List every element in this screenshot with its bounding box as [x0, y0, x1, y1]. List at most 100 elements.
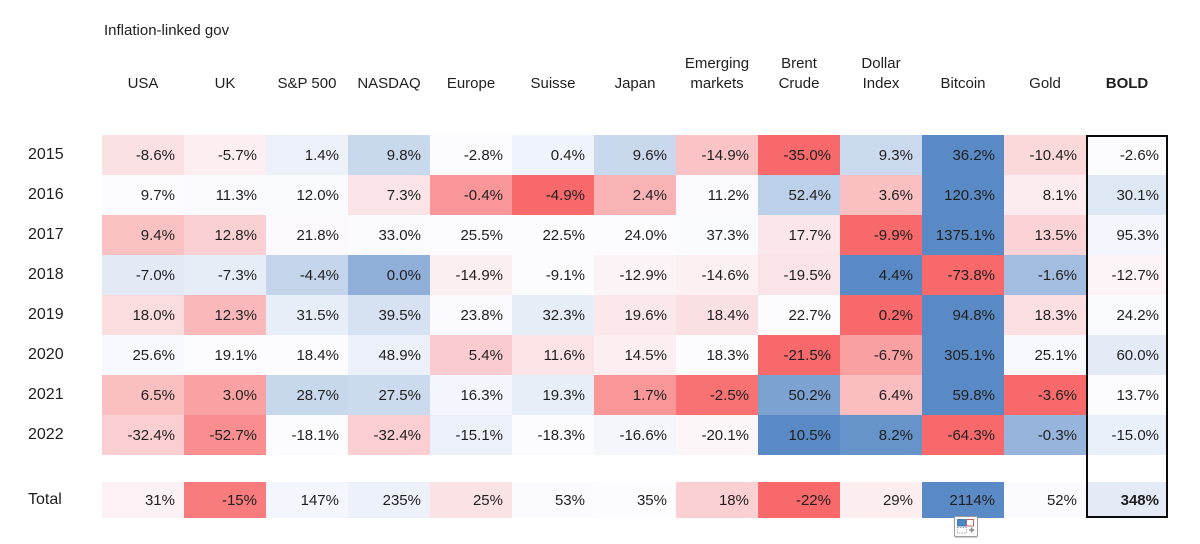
- cell-2017-emerging-markets[interactable]: 37.3%: [676, 215, 758, 255]
- col-header-europe[interactable]: Europe: [446, 74, 496, 92]
- cell-2017-gold[interactable]: 13.5%: [1004, 215, 1086, 255]
- cell-2021-bitcoin[interactable]: 59.8%: [922, 375, 1004, 415]
- cell-2022-europe[interactable]: -15.1%: [430, 415, 512, 455]
- row-label-2018[interactable]: 2018: [0, 255, 102, 295]
- cell-2020-nasdaq[interactable]: 48.9%: [348, 335, 430, 375]
- cell-2015-uk[interactable]: -5.7%: [184, 135, 266, 175]
- cell-2019-brent-crude[interactable]: 22.7%: [758, 295, 840, 335]
- row-label-2019[interactable]: 2019: [0, 295, 102, 335]
- cell-2020-europe[interactable]: 5.4%: [430, 335, 512, 375]
- cell-2019-s-p-500[interactable]: 31.5%: [266, 295, 348, 335]
- cell-2019-emerging-markets[interactable]: 18.4%: [676, 295, 758, 335]
- cell-2019-japan[interactable]: 19.6%: [594, 295, 676, 335]
- cell-2020-usa[interactable]: 25.6%: [102, 335, 184, 375]
- cell-2019-nasdaq[interactable]: 39.5%: [348, 295, 430, 335]
- cell-2016-uk[interactable]: 11.3%: [184, 175, 266, 215]
- row-label-2017[interactable]: 2017: [0, 215, 102, 255]
- cell-2015-suisse[interactable]: 0.4%: [512, 135, 594, 175]
- cell-2016-nasdaq[interactable]: 7.3%: [348, 175, 430, 215]
- col-header-emerging-markets[interactable]: Emerging markets: [684, 55, 750, 92]
- cell-2021-nasdaq[interactable]: 27.5%: [348, 375, 430, 415]
- cell-2021-usa[interactable]: 6.5%: [102, 375, 184, 415]
- cell-2022-suisse[interactable]: -18.3%: [512, 415, 594, 455]
- cell-2015-europe[interactable]: -2.8%: [430, 135, 512, 175]
- cell-2016-europe[interactable]: -0.4%: [430, 175, 512, 215]
- cell-2021-suisse[interactable]: 19.3%: [512, 375, 594, 415]
- cell-2022-emerging-markets[interactable]: -20.1%: [676, 415, 758, 455]
- cell-2020-bold[interactable]: 60.0%: [1086, 335, 1168, 375]
- group-header-inflation-linked-gov[interactable]: Inflation-linked gov: [104, 22, 230, 39]
- cell-2018-emerging-markets[interactable]: -14.6%: [676, 255, 758, 295]
- cell-2020-japan[interactable]: 14.5%: [594, 335, 676, 375]
- cell-2022-uk[interactable]: -52.7%: [184, 415, 266, 455]
- cell-2015-bold[interactable]: -2.6%: [1086, 135, 1168, 175]
- col-header-s-p-500[interactable]: S&P 500: [277, 74, 337, 92]
- cell-2017-usa[interactable]: 9.4%: [102, 215, 184, 255]
- cell-2016-emerging-markets[interactable]: 11.2%: [676, 175, 758, 215]
- cell-2016-japan[interactable]: 2.4%: [594, 175, 676, 215]
- col-header-japan[interactable]: Japan: [614, 74, 656, 92]
- row-label-2022[interactable]: 2022: [0, 415, 102, 455]
- cell-2020-gold[interactable]: 25.1%: [1004, 335, 1086, 375]
- cell-2019-bitcoin[interactable]: 94.8%: [922, 295, 1004, 335]
- cell-total-s-p-500[interactable]: 147%: [266, 482, 348, 518]
- cell-total-usa[interactable]: 31%: [102, 482, 184, 518]
- cell-2019-uk[interactable]: 12.3%: [184, 295, 266, 335]
- cell-2015-brent-crude[interactable]: -35.0%: [758, 135, 840, 175]
- cell-2021-brent-crude[interactable]: 50.2%: [758, 375, 840, 415]
- cell-2022-gold[interactable]: -0.3%: [1004, 415, 1086, 455]
- cell-2021-dollar-index[interactable]: 6.4%: [840, 375, 922, 415]
- cell-2016-dollar-index[interactable]: 3.6%: [840, 175, 922, 215]
- cell-total-dollar-index[interactable]: 29%: [840, 482, 922, 518]
- cell-2020-emerging-markets[interactable]: 18.3%: [676, 335, 758, 375]
- cell-2016-brent-crude[interactable]: 52.4%: [758, 175, 840, 215]
- col-header-dollar-index[interactable]: Dollar Index: [861, 55, 901, 92]
- cell-2018-nasdaq[interactable]: 0.0%: [348, 255, 430, 295]
- cell-2015-dollar-index[interactable]: 9.3%: [840, 135, 922, 175]
- cell-2018-usa[interactable]: -7.0%: [102, 255, 184, 295]
- cell-2017-suisse[interactable]: 22.5%: [512, 215, 594, 255]
- cell-2021-uk[interactable]: 3.0%: [184, 375, 266, 415]
- cell-2018-gold[interactable]: -1.6%: [1004, 255, 1086, 295]
- cell-2015-nasdaq[interactable]: 9.8%: [348, 135, 430, 175]
- cell-2016-suisse[interactable]: -4.9%: [512, 175, 594, 215]
- cell-2015-usa[interactable]: -8.6%: [102, 135, 184, 175]
- paste-options-icon[interactable]: [954, 516, 978, 537]
- cell-2020-suisse[interactable]: 11.6%: [512, 335, 594, 375]
- cell-2021-emerging-markets[interactable]: -2.5%: [676, 375, 758, 415]
- cell-2020-brent-crude[interactable]: -21.5%: [758, 335, 840, 375]
- row-label-total[interactable]: Total: [0, 482, 102, 518]
- cell-2018-bitcoin[interactable]: -73.8%: [922, 255, 1004, 295]
- cell-2019-usa[interactable]: 18.0%: [102, 295, 184, 335]
- cell-2022-bitcoin[interactable]: -64.3%: [922, 415, 1004, 455]
- cell-2016-bitcoin[interactable]: 120.3%: [922, 175, 1004, 215]
- cell-2017-nasdaq[interactable]: 33.0%: [348, 215, 430, 255]
- cell-2016-bold[interactable]: 30.1%: [1086, 175, 1168, 215]
- col-header-brent-crude[interactable]: Brent Crude: [778, 55, 820, 92]
- cell-2017-japan[interactable]: 24.0%: [594, 215, 676, 255]
- col-header-gold[interactable]: Gold: [1029, 74, 1061, 92]
- cell-total-emerging-markets[interactable]: 18%: [676, 482, 758, 518]
- cell-2018-europe[interactable]: -14.9%: [430, 255, 512, 295]
- cell-2015-gold[interactable]: -10.4%: [1004, 135, 1086, 175]
- cell-2018-suisse[interactable]: -9.1%: [512, 255, 594, 295]
- cell-total-brent-crude[interactable]: -22%: [758, 482, 840, 518]
- col-header-uk[interactable]: UK: [214, 74, 236, 92]
- cell-total-japan[interactable]: 35%: [594, 482, 676, 518]
- cell-2019-europe[interactable]: 23.8%: [430, 295, 512, 335]
- cell-2019-dollar-index[interactable]: 0.2%: [840, 295, 922, 335]
- row-label-2021[interactable]: 2021: [0, 375, 102, 415]
- row-label-2016[interactable]: 2016: [0, 175, 102, 215]
- cell-total-suisse[interactable]: 53%: [512, 482, 594, 518]
- cell-total-uk[interactable]: -15%: [184, 482, 266, 518]
- cell-2018-japan[interactable]: -12.9%: [594, 255, 676, 295]
- cell-2022-dollar-index[interactable]: 8.2%: [840, 415, 922, 455]
- cell-2017-brent-crude[interactable]: 17.7%: [758, 215, 840, 255]
- cell-2021-s-p-500[interactable]: 28.7%: [266, 375, 348, 415]
- cell-2020-dollar-index[interactable]: -6.7%: [840, 335, 922, 375]
- cell-2015-emerging-markets[interactable]: -14.9%: [676, 135, 758, 175]
- cell-2021-japan[interactable]: 1.7%: [594, 375, 676, 415]
- col-header-bold[interactable]: BOLD: [1105, 74, 1149, 92]
- cell-2022-japan[interactable]: -16.6%: [594, 415, 676, 455]
- cell-2017-s-p-500[interactable]: 21.8%: [266, 215, 348, 255]
